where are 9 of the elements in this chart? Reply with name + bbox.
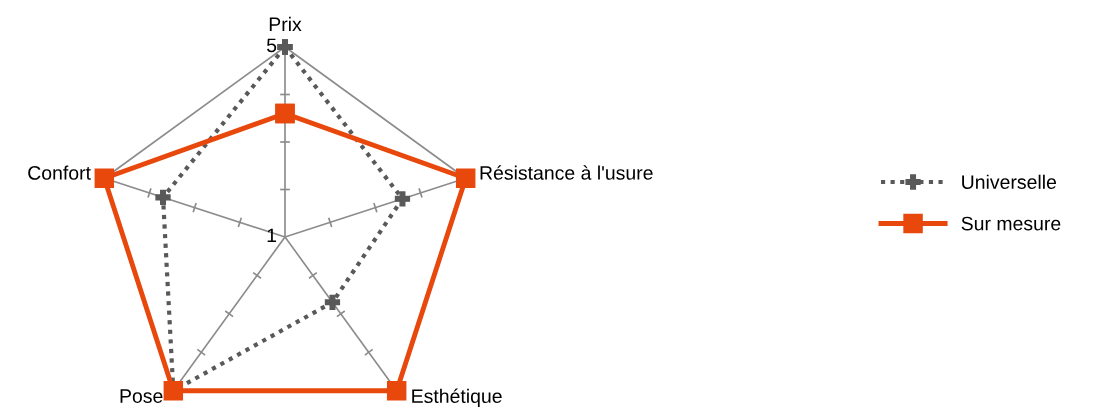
y-tick-label: 5 (266, 38, 277, 53)
legend-label: Sur mesure (961, 216, 1061, 231)
spoke-label: Pose (120, 389, 163, 403)
legend-label: Universelle (962, 174, 1057, 189)
spoke-label: Résistance à l'usure (480, 165, 653, 180)
spoke-label: Confort (28, 165, 91, 180)
spoke-label: Prix (269, 16, 302, 31)
y-tick-label: 1 (267, 228, 277, 243)
spoke-label: Esthétique (412, 388, 502, 407)
